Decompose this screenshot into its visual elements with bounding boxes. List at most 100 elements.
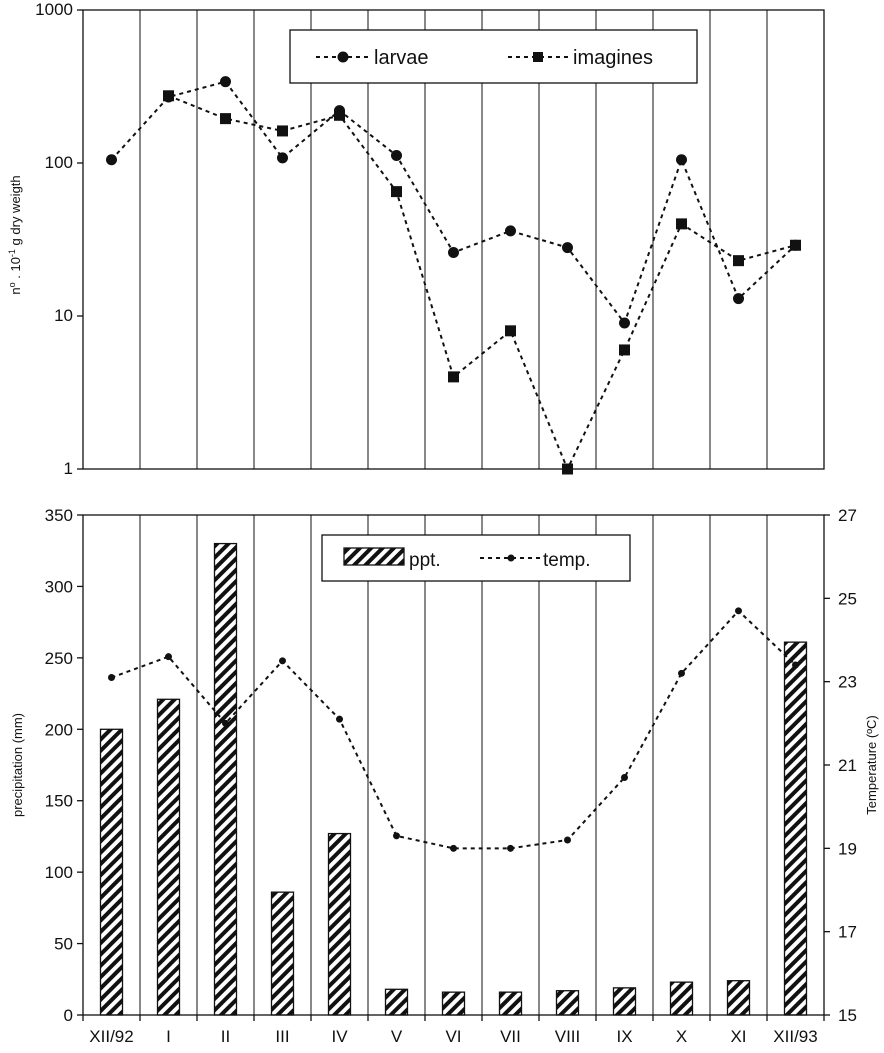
larvae-point xyxy=(562,242,573,254)
top-plot-frame xyxy=(82,9,825,470)
bottom-left-tick-label: 350 xyxy=(45,506,73,525)
bottom-legend: ppt. temp. xyxy=(321,534,631,582)
imagines-point xyxy=(163,90,174,102)
bottom-left-y-ticks: 0 50 100 150 200 250 300 350 xyxy=(45,506,83,1025)
ppt-bar xyxy=(384,988,409,1016)
imagines-point xyxy=(790,239,801,251)
ppt-bar xyxy=(270,891,295,1016)
larvae-point xyxy=(505,225,516,237)
temp-point xyxy=(678,669,685,677)
imagines-point xyxy=(220,113,231,125)
bottom-vertical-gridlines xyxy=(139,515,768,1015)
top-y-tick-label: 10 xyxy=(54,306,73,325)
larvae-point xyxy=(220,76,231,88)
legend-imagines-marker xyxy=(533,52,543,62)
larvae-imagines-chart: 1 10 100 1000 no . 10-1 g dry weigth larvae… xyxy=(7,0,825,478)
bottom-left-tick-label: 50 xyxy=(54,935,73,954)
legend-ppt-swatch xyxy=(343,547,405,566)
x-category-label: XII/92 xyxy=(89,1027,133,1046)
legend-imagines-label: imagines xyxy=(573,47,653,69)
legend-ppt-label: ppt. xyxy=(409,550,441,571)
temp-point xyxy=(564,836,571,844)
x-category-label: XI xyxy=(730,1027,746,1046)
top-series xyxy=(106,76,801,475)
top-y-tick-label: 1 xyxy=(64,459,73,478)
ppt-bar xyxy=(726,980,751,1016)
x-category-label: II xyxy=(221,1027,230,1046)
bottom-right-tick-label: 17 xyxy=(838,923,857,942)
larvae-point xyxy=(733,293,744,305)
x-category-label: IV xyxy=(331,1027,348,1046)
bottom-left-tick-label: 250 xyxy=(45,649,73,668)
temp-point xyxy=(792,661,799,669)
top-y-axis-title: no . 10-1 g dry weigth xyxy=(7,175,23,294)
imagines-point xyxy=(619,344,630,356)
temp-point xyxy=(621,774,628,781)
x-category-label: IX xyxy=(616,1027,632,1046)
x-category-label: V xyxy=(391,1027,403,1046)
bottom-plot-frame xyxy=(82,514,825,1016)
temp-point xyxy=(279,657,286,665)
imagines-point xyxy=(562,463,573,475)
bottom-left-tick-label: 200 xyxy=(45,720,73,739)
top-y-tick-label: 100 xyxy=(45,153,73,172)
temp-point xyxy=(222,719,229,727)
ppt-bar xyxy=(612,987,637,1016)
legend-temp-marker xyxy=(507,554,515,562)
ppt-bar xyxy=(327,832,352,1016)
bottom-right-tick-label: 15 xyxy=(838,1006,857,1025)
bottom-left-tick-label: 0 xyxy=(64,1006,73,1025)
larvae-point xyxy=(277,152,288,164)
ppt-bar xyxy=(498,991,523,1016)
top-vertical-gridlines xyxy=(139,10,768,469)
x-category-label: X xyxy=(676,1027,687,1046)
legend-larvae-marker xyxy=(337,51,349,63)
imagines-point xyxy=(676,218,687,230)
x-category-label: I xyxy=(166,1027,171,1046)
x-category-label: VII xyxy=(500,1027,521,1046)
bottom-ppt-bars xyxy=(99,542,808,1016)
imagines-point xyxy=(334,109,345,121)
bottom-left-axis-title: precipitation (mm) xyxy=(10,713,25,817)
bottom-right-tick-label: 27 xyxy=(838,506,857,525)
bottom-x-ticks: XII/92 I II III IV V VI VII VIII IX X XI XII/93 xyxy=(82,1015,825,1046)
ppt-bar xyxy=(783,641,808,1016)
imagines-point xyxy=(733,255,744,267)
ppt-bar xyxy=(156,698,181,1016)
x-category-label: VIII xyxy=(555,1027,581,1046)
x-category-label: III xyxy=(275,1027,289,1046)
ppt-bar xyxy=(441,991,466,1016)
series-line-larvae xyxy=(110,80,797,326)
series-line-imagines xyxy=(168,94,796,472)
ppt-bar xyxy=(669,981,694,1016)
top-y-ticks: 1 10 100 1000 xyxy=(35,0,83,478)
larvae-point xyxy=(391,149,402,161)
imagines-point xyxy=(448,371,459,383)
temp-point xyxy=(165,653,172,661)
top-legend: larvae imagines xyxy=(289,29,698,84)
ppt-bar xyxy=(213,542,238,1016)
larvae-point xyxy=(676,154,687,166)
bottom-right-tick-label: 21 xyxy=(838,756,857,775)
temp-point xyxy=(450,844,457,852)
temp-point xyxy=(507,844,514,852)
ppt-bar xyxy=(99,728,124,1016)
imagines-point xyxy=(277,125,288,137)
imagines-point xyxy=(505,325,516,337)
larvae-point xyxy=(448,247,459,259)
x-category-label: VI xyxy=(445,1027,461,1046)
temp-point xyxy=(735,607,742,615)
ppt-bar xyxy=(555,990,580,1016)
x-category-label: XII/93 xyxy=(773,1027,817,1046)
imagines-point xyxy=(391,186,402,198)
larvae-point xyxy=(619,317,630,329)
legend-larvae-label: larvae xyxy=(374,47,428,69)
temp-point xyxy=(108,674,115,681)
bottom-left-tick-label: 150 xyxy=(45,792,73,811)
legend-temp-label: temp. xyxy=(543,550,591,571)
bottom-right-y-ticks: 15 17 19 21 23 25 27 xyxy=(824,506,857,1025)
temp-point xyxy=(393,832,400,840)
bottom-left-tick-label: 300 xyxy=(45,577,73,596)
